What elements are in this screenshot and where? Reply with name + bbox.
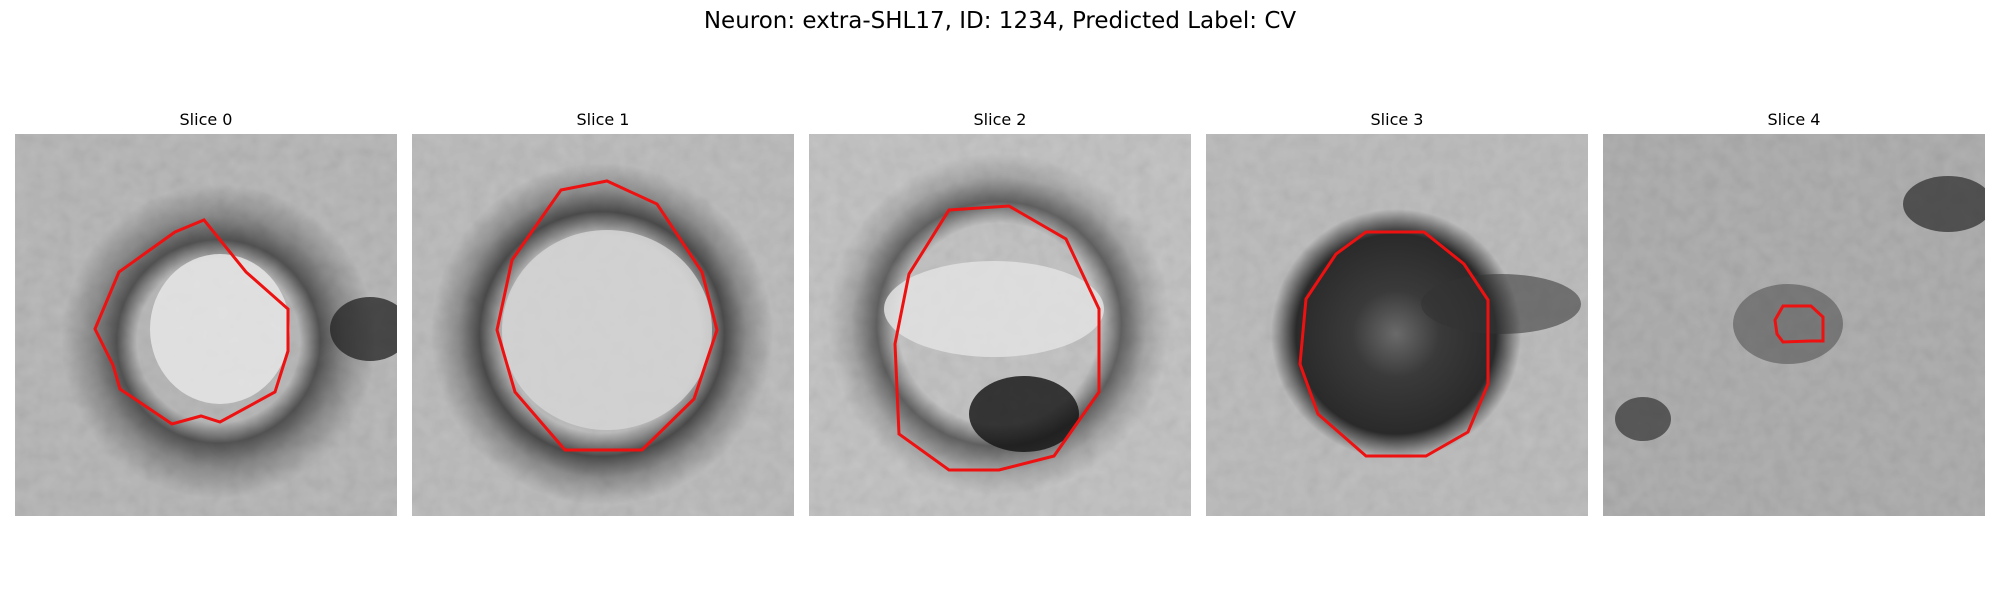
slice-panel-1: Slice 1 [412,0,794,600]
slice-image-4 [1603,134,1985,516]
slice-image-0 [15,134,397,516]
slice-panel-4: Slice 4 [1603,0,1985,600]
contour-outline [893,204,1101,472]
slice-panel-2: Slice 2 [809,0,1191,600]
contour-outline [93,218,290,426]
cell-body [1271,209,1521,459]
slice-image-1 [412,134,794,516]
contour-outline [1773,304,1825,344]
dark-process [1421,274,1581,334]
dark-spot [1615,397,1671,441]
slice-title-4: Slice 4 [1767,110,1821,129]
slice-title-3: Slice 3 [1370,110,1424,129]
slice-image-3 [1206,134,1588,516]
slice-title-0: Slice 0 [179,110,233,129]
cell-interior [884,261,1104,357]
figure-title: Neuron: extra-SHL17, ID: 1234, Predicted… [703,8,1297,34]
dark-region [969,376,1079,452]
dark-spot [1903,176,1985,232]
cell-interior [502,230,712,430]
cell-interior [150,254,290,404]
slice-title-1: Slice 1 [576,110,630,129]
contour-outline [495,179,719,452]
dark-region [330,297,397,361]
slice-panel-0: Slice 0 [15,0,397,600]
slice-image-2 [809,134,1191,516]
slice-panel-3: Slice 3 [1206,0,1588,600]
slice-title-2: Slice 2 [973,110,1027,129]
contour-outline [1298,230,1490,458]
dark-spot [1733,284,1843,364]
